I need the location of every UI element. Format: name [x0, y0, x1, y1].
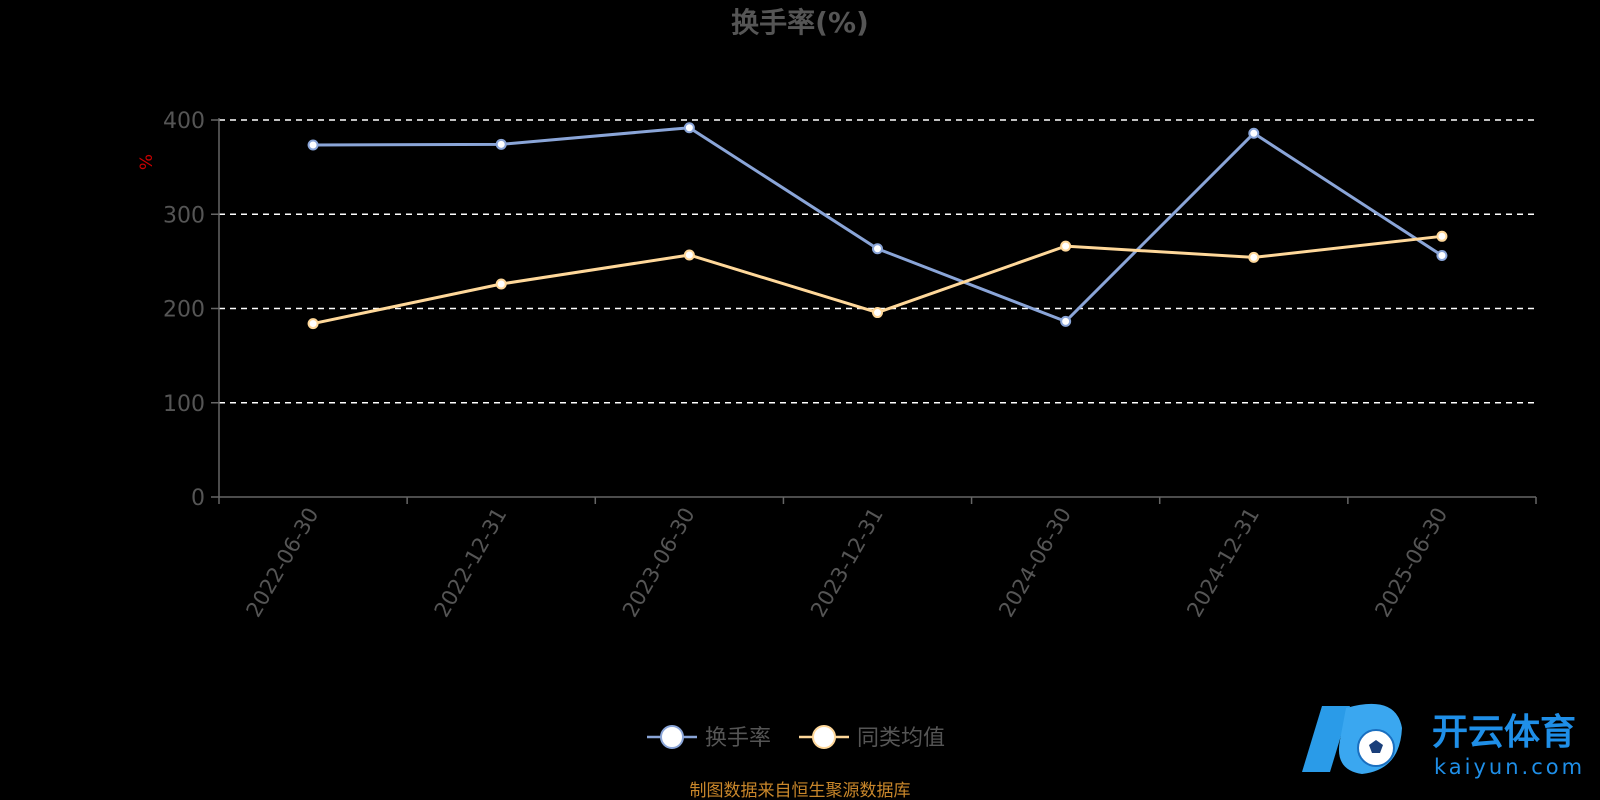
brand-name: 开云体育 — [1432, 712, 1576, 753]
data-point[interactable] — [495, 278, 507, 290]
legend-label: 换手率 — [705, 726, 771, 751]
data-point[interactable] — [683, 249, 695, 261]
brand-url: kaiyun.com — [1434, 755, 1585, 779]
data-point[interactable] — [495, 138, 507, 150]
y-tick-label: 100 — [163, 392, 205, 417]
data-point[interactable] — [683, 122, 695, 134]
x-tick-label: 2023-12-31 — [806, 504, 888, 622]
x-axis-ticks: 2022-06-30 2022-12-31 2023-06-30 2023-12-31… — [218, 497, 1537, 622]
data-point[interactable] — [872, 243, 883, 255]
y-tick-label: 200 — [163, 298, 205, 323]
brand-watermark: 开云体育 kaiyun.com — [1302, 703, 1585, 779]
x-tick-label: 2022-06-30 — [242, 504, 324, 622]
legend: 换手率 同类均值 — [647, 725, 945, 751]
series-2 — [307, 230, 1448, 330]
x-tick-label: 2023-06-30 — [618, 504, 700, 622]
x-tick-label: 2024-06-30 — [994, 504, 1076, 622]
x-tick-label: 2025-06-30 — [1370, 504, 1452, 622]
series-line — [313, 126, 1443, 324]
x-tick-label: 2024-12-31 — [1182, 504, 1264, 622]
legend-item-2[interactable]: 同类均值 — [799, 725, 945, 751]
x-tick-label: 2022-12-31 — [430, 504, 512, 622]
legend-label: 同类均值 — [857, 726, 945, 751]
legend-marker — [660, 725, 684, 749]
data-point[interactable] — [307, 139, 319, 151]
data-point[interactable] — [307, 318, 319, 330]
data-point[interactable] — [1060, 315, 1072, 327]
y-axis-ticks: 0 100 200 300 400 — [163, 109, 219, 511]
legend-marker — [812, 725, 836, 749]
data-point[interactable] — [1436, 230, 1448, 242]
legend-item-1[interactable]: 换手率 — [647, 725, 771, 751]
y-tick-label: 300 — [163, 203, 205, 228]
data-point[interactable] — [1060, 240, 1072, 252]
brand-logo-icon — [1302, 703, 1402, 774]
data-point[interactable] — [1436, 250, 1448, 262]
series-lines — [307, 122, 1448, 330]
data-point[interactable] — [1248, 251, 1260, 263]
data-source-note: 制图数据来自恒生聚源数据库 — [690, 781, 911, 800]
chart-title: 换手率(%) — [731, 6, 869, 39]
y-tick-label: 0 — [191, 486, 205, 511]
series-1 — [307, 122, 1448, 327]
axes — [218, 118, 1536, 498]
y-tick-label: 400 — [163, 109, 205, 134]
grid-lines — [219, 119, 1536, 404]
data-point[interactable] — [1248, 127, 1260, 139]
data-point[interactable] — [872, 307, 883, 319]
y-axis-label: % — [137, 154, 157, 170]
